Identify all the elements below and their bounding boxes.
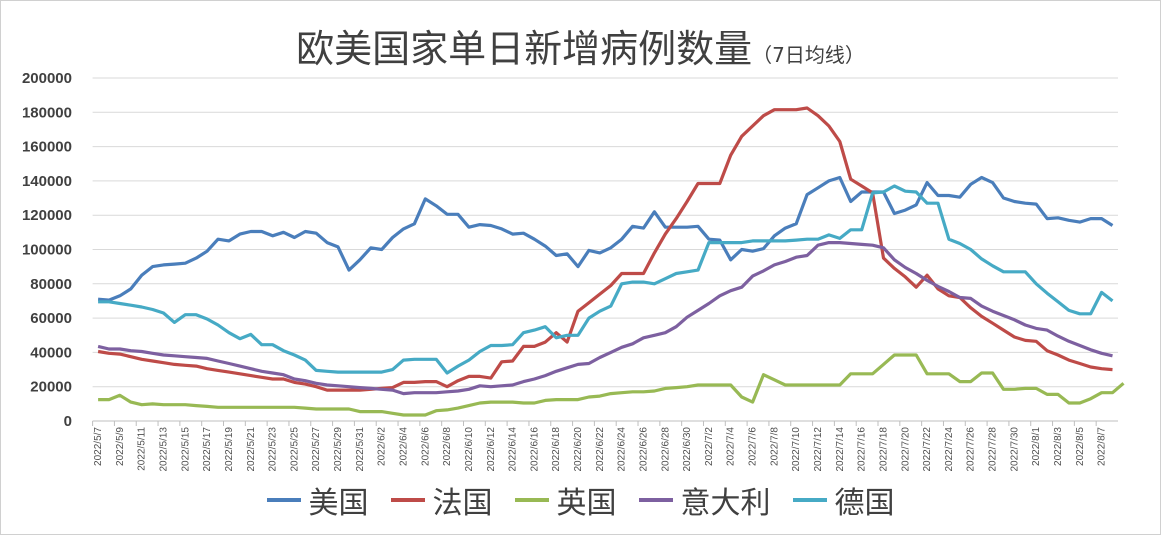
y-tick-label: 80000 [30, 276, 72, 293]
x-tick-label: 2022/5/29 [333, 427, 344, 472]
x-tick-label: 2022/6/12 [486, 427, 497, 472]
series-line-2 [98, 353, 1125, 417]
x-tick-label: 2022/5/15 [180, 427, 191, 472]
y-tick-label: 60000 [30, 310, 72, 327]
x-tick-label: 2022/5/13 [159, 427, 170, 472]
x-tick-label: 2022/8/7 [1097, 427, 1108, 466]
x-tick-label: 2022/6/18 [551, 427, 562, 472]
x-tick-label: 2022/6/8 [442, 427, 453, 466]
x-tick-label: 2022/6/10 [464, 427, 475, 472]
x-tick-label: 2022/5/17 [202, 427, 213, 472]
x-tick-label: 2022/6/2 [377, 427, 388, 466]
x-tick-label: 2022/7/8 [769, 427, 780, 466]
x-tick-label: 2022/7/2 [704, 427, 715, 466]
y-tick-label: 0 [64, 413, 72, 430]
x-tick-label: 2022/6/28 [660, 427, 671, 472]
legend-item: 德国 [792, 478, 895, 522]
x-tick-label: 2022/5/21 [246, 427, 257, 472]
x-tick-label: 2022/7/26 [966, 427, 977, 472]
chart-title-main: 欧美国家单日新增病例数量 [296, 27, 753, 71]
x-tick-label: 2022/7/10 [791, 427, 802, 472]
x-tick-label: 2022/5/7 [93, 427, 104, 466]
legend-swatch [638, 498, 673, 502]
x-tick-label: 2022/5/9 [115, 427, 126, 466]
series-line-0 [97, 175, 1114, 302]
x-tick-label: 2022/6/24 [617, 427, 628, 472]
x-tick-label: 2022/6/30 [682, 427, 693, 472]
y-tick-label: 180000 [22, 104, 72, 121]
x-tick-label: 2022/7/14 [835, 427, 846, 472]
legend-label: 德国 [834, 486, 895, 521]
x-tick-label: 2022/5/25 [289, 427, 300, 472]
series-line-4 [98, 184, 1114, 375]
chart-title: 欧美国家单日新增病例数量（7日均线） [0, 18, 1161, 73]
x-tick-label: 2022/6/20 [573, 427, 584, 472]
legend-item: 英国 [514, 478, 617, 522]
chart-subtitle: （7日均线） [752, 43, 865, 67]
series-line-1 [97, 106, 1113, 392]
x-tick-label: 2022/6/6 [420, 427, 431, 466]
legend-label: 意大利 [680, 486, 771, 521]
y-tick-label: 200000 [22, 70, 72, 87]
y-tick-label: 40000 [30, 344, 72, 361]
x-tick-label: 2022/7/28 [988, 427, 999, 472]
legend-swatch [390, 498, 425, 502]
y-tick-label: 120000 [22, 207, 72, 224]
x-tick-label: 2022/5/11 [137, 427, 148, 471]
legend-item: 法国 [390, 478, 493, 522]
x-tick-label: 2022/5/27 [311, 427, 322, 472]
x-tick-label: 2022/8/5 [1075, 427, 1086, 466]
legend-item: 意大利 [638, 478, 771, 522]
x-tick-label: 2022/6/16 [529, 427, 540, 472]
x-tick-label: 2022/6/22 [595, 427, 606, 472]
x-tick-label: 2022/7/4 [726, 427, 737, 466]
legend-swatch [266, 498, 301, 502]
x-tick-label: 2022/7/12 [813, 427, 824, 472]
x-tick-label: 2022/5/31 [355, 427, 366, 472]
x-tick-label: 2022/6/4 [398, 427, 409, 466]
y-tick-label: 160000 [22, 139, 72, 156]
legend-swatch [792, 498, 827, 502]
legend-label: 法国 [432, 486, 493, 521]
x-tick-label: 2022/8/3 [1053, 427, 1064, 466]
x-tick-label: 2022/6/14 [508, 427, 519, 472]
x-tick-label: 2022/6/26 [638, 427, 649, 472]
x-tick-label: 2022/5/23 [268, 427, 279, 472]
y-tick-label: 100000 [22, 242, 72, 259]
legend-label: 英国 [556, 486, 617, 521]
x-tick-label: 2022/7/24 [944, 427, 955, 472]
x-tick-label: 2022/7/18 [878, 427, 889, 472]
x-tick-label: 2022/8/1 [1031, 427, 1042, 466]
legend-label: 美国 [308, 486, 369, 521]
x-tick-label: 2022/7/6 [748, 427, 759, 466]
legend-item: 美国 [266, 478, 369, 522]
x-tick-label: 2022/7/20 [900, 427, 911, 472]
series-line-3 [97, 241, 1113, 396]
x-tick-label: 2022/7/16 [857, 427, 868, 472]
x-tick-label: 2022/7/22 [922, 427, 933, 472]
y-tick-label: 140000 [22, 173, 72, 190]
legend: 美国 法国 英国 意大利 德国 [0, 478, 1161, 522]
x-tick-label: 2022/7/30 [1009, 427, 1020, 472]
x-tick-label: 2022/5/19 [224, 427, 235, 472]
legend-swatch [514, 498, 549, 502]
y-tick-label: 20000 [30, 379, 72, 396]
